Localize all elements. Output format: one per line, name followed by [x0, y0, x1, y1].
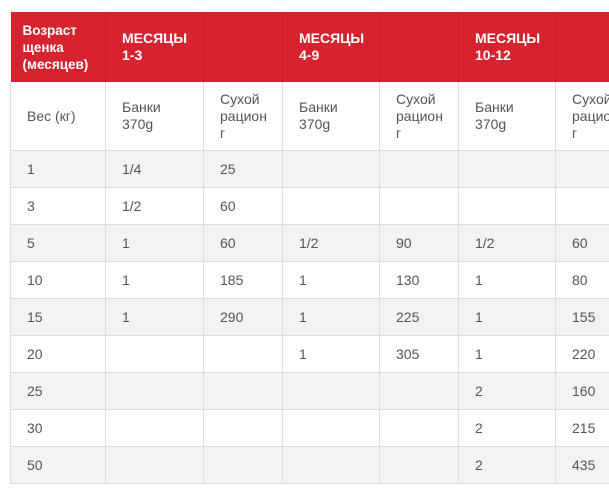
table-cell	[282, 446, 380, 484]
feeding-table: Возраст щенка (месяцев) МЕСЯЦЫ 1-3 МЕСЯЦЫ …	[10, 12, 609, 484]
table-body: Возраст щенка (месяцев) МЕСЯЦЫ 1-3 МЕСЯЦЫ …	[10, 12, 609, 484]
table-cell: 80	[555, 261, 609, 299]
table-row: 15 1 290 1 225 1 155	[10, 298, 609, 336]
table-cell: 60	[203, 224, 283, 262]
table-cell	[203, 446, 283, 484]
table-cell: 25	[203, 150, 283, 188]
subheader-row: Вес (кг) Банки 370g Сухой рацион г Банки 37…	[10, 82, 609, 151]
table-cell	[282, 372, 380, 410]
table-cell: 2	[458, 409, 556, 447]
table-cell	[105, 335, 204, 373]
table-cell	[105, 446, 204, 484]
table-cell: 215	[555, 409, 609, 447]
table-cell	[203, 409, 283, 447]
table-cell	[379, 446, 459, 484]
table-cell	[555, 150, 609, 188]
table-cell: 185	[203, 261, 283, 299]
table-row: 50 2 435	[10, 446, 609, 484]
table-cell: МЕСЯЦЫ 1-3	[105, 12, 204, 82]
table-cell: МЕСЯЦЫ 4-9	[282, 12, 380, 82]
table-cell: 1	[282, 335, 380, 373]
table-cell: 2	[458, 372, 556, 410]
table-cell: Сухой рацион г	[555, 82, 609, 151]
table-row: 3 1/2 60	[10, 187, 609, 225]
table-cell: 10	[10, 261, 106, 299]
table-row: 30 2 215	[10, 409, 609, 447]
table-cell	[105, 372, 204, 410]
table-cell	[203, 12, 283, 82]
table-cell: 1/4	[105, 150, 204, 188]
table-row: 20 1 305 1 220	[10, 335, 609, 373]
table-cell: 2	[458, 446, 556, 484]
table-cell	[379, 187, 459, 225]
table-cell: 305	[379, 335, 459, 373]
table-cell	[555, 187, 609, 225]
table-cell: 50	[10, 446, 106, 484]
table-cell	[458, 150, 556, 188]
table-cell: Возраст щенка (месяцев)	[10, 12, 106, 82]
table-cell: 220	[555, 335, 609, 373]
table-cell: 1	[282, 298, 380, 336]
table-cell: 3	[10, 187, 106, 225]
table-cell: 20	[10, 335, 106, 373]
table-cell: 1	[458, 335, 556, 373]
table-cell	[203, 335, 283, 373]
table-cell: 290	[203, 298, 283, 336]
table-row: 10 1 185 1 130 1 80	[10, 261, 609, 299]
table-cell: 160	[555, 372, 609, 410]
table-cell: 60	[555, 224, 609, 262]
table-cell: 1	[10, 150, 106, 188]
table-cell	[282, 187, 380, 225]
table-cell	[555, 12, 609, 82]
table-cell	[282, 409, 380, 447]
table-cell: 225	[379, 298, 459, 336]
table-cell	[105, 409, 204, 447]
table-cell: 30	[10, 409, 106, 447]
table-row: 1 1/4 25	[10, 150, 609, 188]
table-cell: Сухой рацион г	[203, 82, 283, 151]
table-cell: Сухой рацион г	[379, 82, 459, 151]
table-cell: 1	[458, 261, 556, 299]
table-cell	[379, 372, 459, 410]
table-cell: 1/2	[105, 187, 204, 225]
table-cell: 15	[10, 298, 106, 336]
table-cell	[379, 12, 459, 82]
table-cell: Банки 370g	[282, 82, 380, 151]
table-cell: 5	[10, 224, 106, 262]
table-cell: 130	[379, 261, 459, 299]
table-cell	[203, 372, 283, 410]
table-row: 25 2 160	[10, 372, 609, 410]
table-row: 5 1 60 1/2 90 1/2 60	[10, 224, 609, 262]
table-cell: Вес (кг)	[10, 82, 106, 151]
table-cell: 60	[203, 187, 283, 225]
table-cell	[458, 187, 556, 225]
table-cell: 1/2	[282, 224, 380, 262]
table-cell: 90	[379, 224, 459, 262]
table-cell: 25	[10, 372, 106, 410]
table-cell: 155	[555, 298, 609, 336]
table-cell	[379, 150, 459, 188]
table-cell: МЕСЯЦЫ 10-12	[458, 12, 556, 82]
table-cell	[282, 150, 380, 188]
table-cell: 1	[105, 261, 204, 299]
table-cell	[379, 409, 459, 447]
table-cell: 435	[555, 446, 609, 484]
table-cell: 1	[105, 298, 204, 336]
table-cell: Банки 370g	[105, 82, 204, 151]
table-cell: 1	[458, 298, 556, 336]
table-cell: 1/2	[458, 224, 556, 262]
table-cell: 1	[105, 224, 204, 262]
header-row: Возраст щенка (месяцев) МЕСЯЦЫ 1-3 МЕСЯЦЫ …	[10, 12, 609, 82]
table-cell: Банки 370g	[458, 82, 556, 151]
table-cell: 1	[282, 261, 380, 299]
